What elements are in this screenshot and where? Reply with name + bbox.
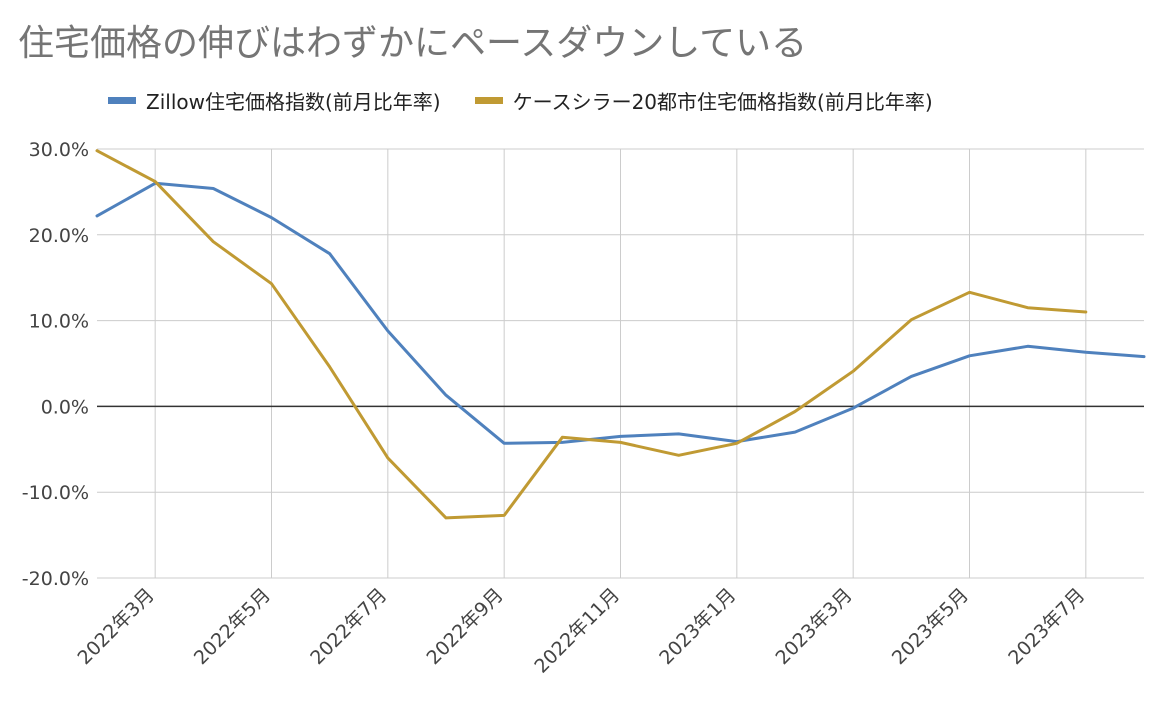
legend-item-zillow[interactable]: Zillow住宅価格指数(前月比年率)	[108, 86, 441, 115]
legend-swatch-zillow	[108, 97, 136, 104]
legend-swatch-case-shiller	[474, 97, 503, 104]
y-tick-label: 20.0%	[29, 225, 89, 247]
legend-label-zillow: Zillow住宅価格指数(前月比年率)	[146, 90, 441, 114]
x-tick-label: 2022年5月	[190, 584, 275, 669]
x-tick-label: 2022年3月	[74, 584, 159, 669]
x-tick-label: 2023年3月	[772, 584, 857, 669]
series-line-case-shiller	[95, 149, 1088, 520]
y-tick-label: -20.0%	[22, 568, 89, 590]
y-tick-label: 10.0%	[29, 311, 89, 333]
x-tick-label: 2022年11月	[530, 584, 624, 678]
x-tick-label: 2022年7月	[306, 584, 391, 669]
legend-label-case-shiller: ケースシラー20都市住宅価格指数(前月比年率)	[512, 90, 933, 114]
x-tick-label: 2022年9月	[423, 584, 508, 669]
chart-title: 住宅価格の伸びはわずかにペースダウンしている	[18, 23, 808, 64]
series-line-zillow	[95, 181, 1146, 445]
y-tick-label: -10.0%	[22, 482, 89, 504]
legend-item-case-shiller[interactable]: ケースシラー20都市住宅価格指数(前月比年率)	[474, 86, 933, 115]
chart-legend: Zillow住宅価格指数(前月比年率) ケースシラー20都市住宅価格指数(前月比…	[108, 86, 967, 115]
y-tick-label: 30.0%	[29, 139, 89, 161]
y-tick-label: 0.0%	[41, 396, 89, 418]
x-tick-label: 2023年1月	[655, 584, 740, 669]
x-tick-label: 2023年5月	[888, 584, 973, 669]
x-tick-label: 2023年7月	[1004, 584, 1089, 669]
